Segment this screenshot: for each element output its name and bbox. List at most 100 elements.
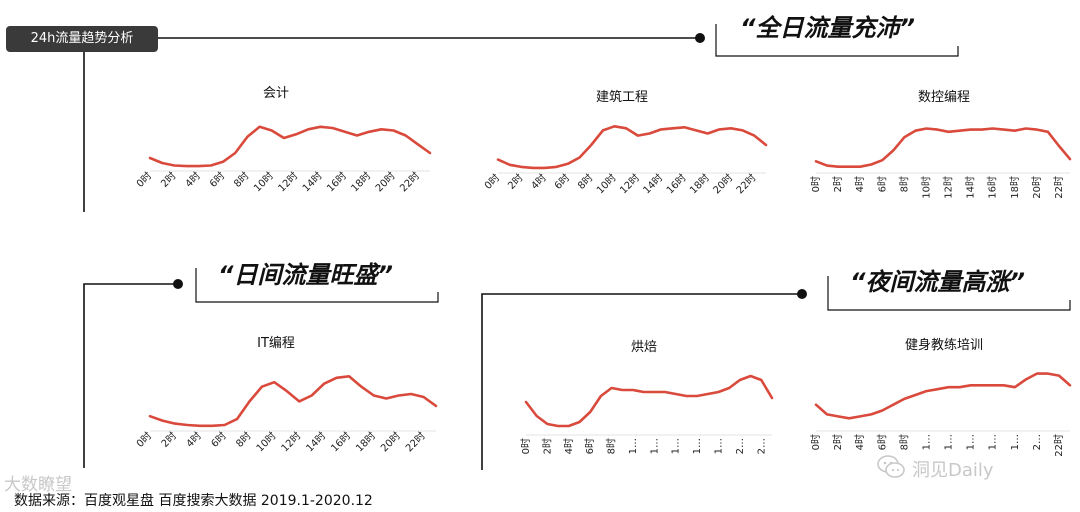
connector-daytime [83, 283, 176, 468]
wechat-icon [877, 455, 905, 478]
tick-label-construction: 22时 [734, 172, 759, 197]
tick-label-it: 10时 [254, 430, 279, 455]
tick-label-accounting: 22时 [398, 170, 423, 195]
tick-label-baking: 8时 [606, 438, 618, 454]
tick-label-it: 22时 [403, 430, 428, 455]
tick-label-fitness: 2时 [832, 434, 844, 450]
tick-label-cnc: 16时 [987, 176, 999, 199]
tick-label-baking: 2… [735, 438, 746, 454]
chart-construction: 0时 2时 4时 6时 8时 10时 12时 14时 16时 18时 20时 22时 [482, 125, 768, 197]
chart-title-baking: 烘焙 [630, 340, 657, 355]
tick-label-it: 0时 [134, 430, 154, 450]
chart-title-construction: 建筑工程 [595, 90, 648, 105]
tick-label-it: 16时 [329, 430, 354, 455]
watermark-right: 洞见Daily [912, 460, 994, 481]
series-line-baking [524, 374, 774, 428]
tick-label-fitness: 6时 [876, 434, 888, 450]
series-line-construction [496, 125, 768, 170]
tick-label-fitness: 8时 [898, 434, 910, 450]
chart-title-it: IT编程 [257, 336, 295, 351]
tick-label-fitness: 1… [966, 434, 977, 450]
tick-label-cnc: 0时 [810, 176, 822, 192]
tick-label-cnc: 22时 [1053, 176, 1065, 199]
bracket-night [827, 276, 1071, 311]
tick-label-fitness: 2… [1032, 434, 1043, 450]
tick-label-cnc: 8时 [898, 176, 910, 192]
tick-label-cnc: 12时 [943, 176, 955, 199]
tick-label-fitness: 1… [1010, 434, 1021, 450]
source-note: 数据来源：百度观星盘 百度搜索大数据 2019.1-2020.12 [14, 493, 373, 509]
tick-label-cnc: 18时 [1009, 176, 1021, 199]
tick-label-accounting: 0时 [134, 170, 154, 190]
tick-label-construction: 10时 [594, 172, 619, 197]
tick-label-construction: 0时 [482, 172, 502, 192]
tick-label-fitness: 1… [921, 434, 932, 450]
tick-label-it: 14时 [304, 430, 329, 455]
tick-label-baking: 1… [628, 438, 639, 454]
connector-night [481, 293, 800, 470]
series-line-fitness [814, 372, 1072, 420]
callout-night: “夜间流量高涨” [850, 268, 1025, 296]
tick-label-construction: 2时 [505, 172, 525, 192]
chart-accounting: 0时 2时 4时 6时 8时 10时 12时 14时 16时 18时 20时 22时 [134, 125, 432, 195]
series-line-accounting [148, 125, 432, 168]
tick-label-cnc: 4时 [854, 176, 866, 192]
tick-label-it: 20时 [378, 430, 403, 455]
tick-label-it: 2时 [159, 430, 179, 450]
tick-label-it: 12时 [279, 430, 304, 455]
watermark-left: 大数瞭望 [4, 475, 72, 495]
bracket-all-day [715, 24, 959, 57]
tick-label-baking: 1… [714, 438, 725, 454]
tick-label-fitness: 4时 [854, 434, 866, 450]
tick-label-construction: 6时 [552, 172, 572, 192]
chart-title-fitness: 健身教练培训 [904, 338, 983, 353]
tick-label-cnc: 14时 [965, 176, 977, 199]
tick-label-accounting: 8时 [232, 170, 252, 190]
callout-daytime: “日间流量旺盛” [218, 261, 393, 289]
callout-all-day: “全日流量充沛” [740, 14, 915, 42]
tick-label-baking: 0时 [520, 438, 532, 454]
tick-label-accounting: 6时 [207, 170, 227, 190]
tick-label-accounting: 18时 [349, 170, 374, 195]
tick-label-accounting: 20时 [373, 170, 398, 195]
tick-label-it: 4时 [184, 430, 204, 450]
chart-cnc: 0时 2时 4时 6时 8时 10时 12时 14时 16时 18时 20时 22时 [810, 127, 1072, 199]
tick-label-construction: 20时 [711, 172, 736, 197]
tick-label-it: 8时 [234, 430, 254, 450]
tick-label-fitness: 22时 [1053, 434, 1065, 457]
series-line-it [148, 375, 438, 428]
tick-label-baking: 1… [649, 438, 660, 454]
chart-it: 0时 2时 4时 6时 8时 10时 12时 14时 16时 18时 20时 22时 [134, 375, 438, 455]
chart-baking: 0时 2时 4时 6时 8时 1… 1… 1… 1… 1… 2… 2… [520, 374, 774, 454]
bracket-daytime [195, 268, 439, 303]
chart-fitness: 0时 2时 4时 6时 8时 1… 1… 1… 1… 1… 2… 22时 [810, 372, 1072, 457]
connector-dot-night [797, 289, 807, 299]
tick-label-baking: 2时 [541, 438, 553, 454]
tick-label-fitness: 1… [988, 434, 999, 450]
tick-label-accounting: 12时 [276, 170, 301, 195]
tick-label-construction: 4时 [529, 172, 549, 192]
tick-label-construction: 12时 [618, 172, 643, 197]
tick-label-accounting: 2时 [159, 170, 179, 190]
tick-label-construction: 16时 [664, 172, 689, 197]
tick-label-construction: 18时 [687, 172, 712, 197]
tick-label-it: 6时 [209, 430, 229, 450]
tick-label-construction: 8时 [575, 172, 595, 192]
connector-dot-top [695, 33, 705, 43]
tick-label-cnc: 2时 [832, 176, 844, 192]
tick-label-cnc: 10时 [920, 176, 932, 199]
tick-label-it: 18时 [354, 430, 379, 455]
tick-label-fitness: 1… [944, 434, 955, 450]
tick-label-baking: 4时 [563, 438, 575, 454]
tick-label-baking: 6时 [584, 438, 596, 454]
tick-label-baking: 1… [692, 438, 703, 454]
tick-label-baking: 2… [756, 438, 767, 454]
tick-label-accounting: 10时 [251, 170, 276, 195]
tick-label-baking: 1… [671, 438, 682, 454]
chart-title-cnc: 数控编程 [917, 90, 970, 105]
tick-label-cnc: 20时 [1031, 176, 1043, 199]
tick-label-accounting: 14时 [300, 170, 325, 195]
chart-title-accounting: 会计 [262, 86, 289, 101]
